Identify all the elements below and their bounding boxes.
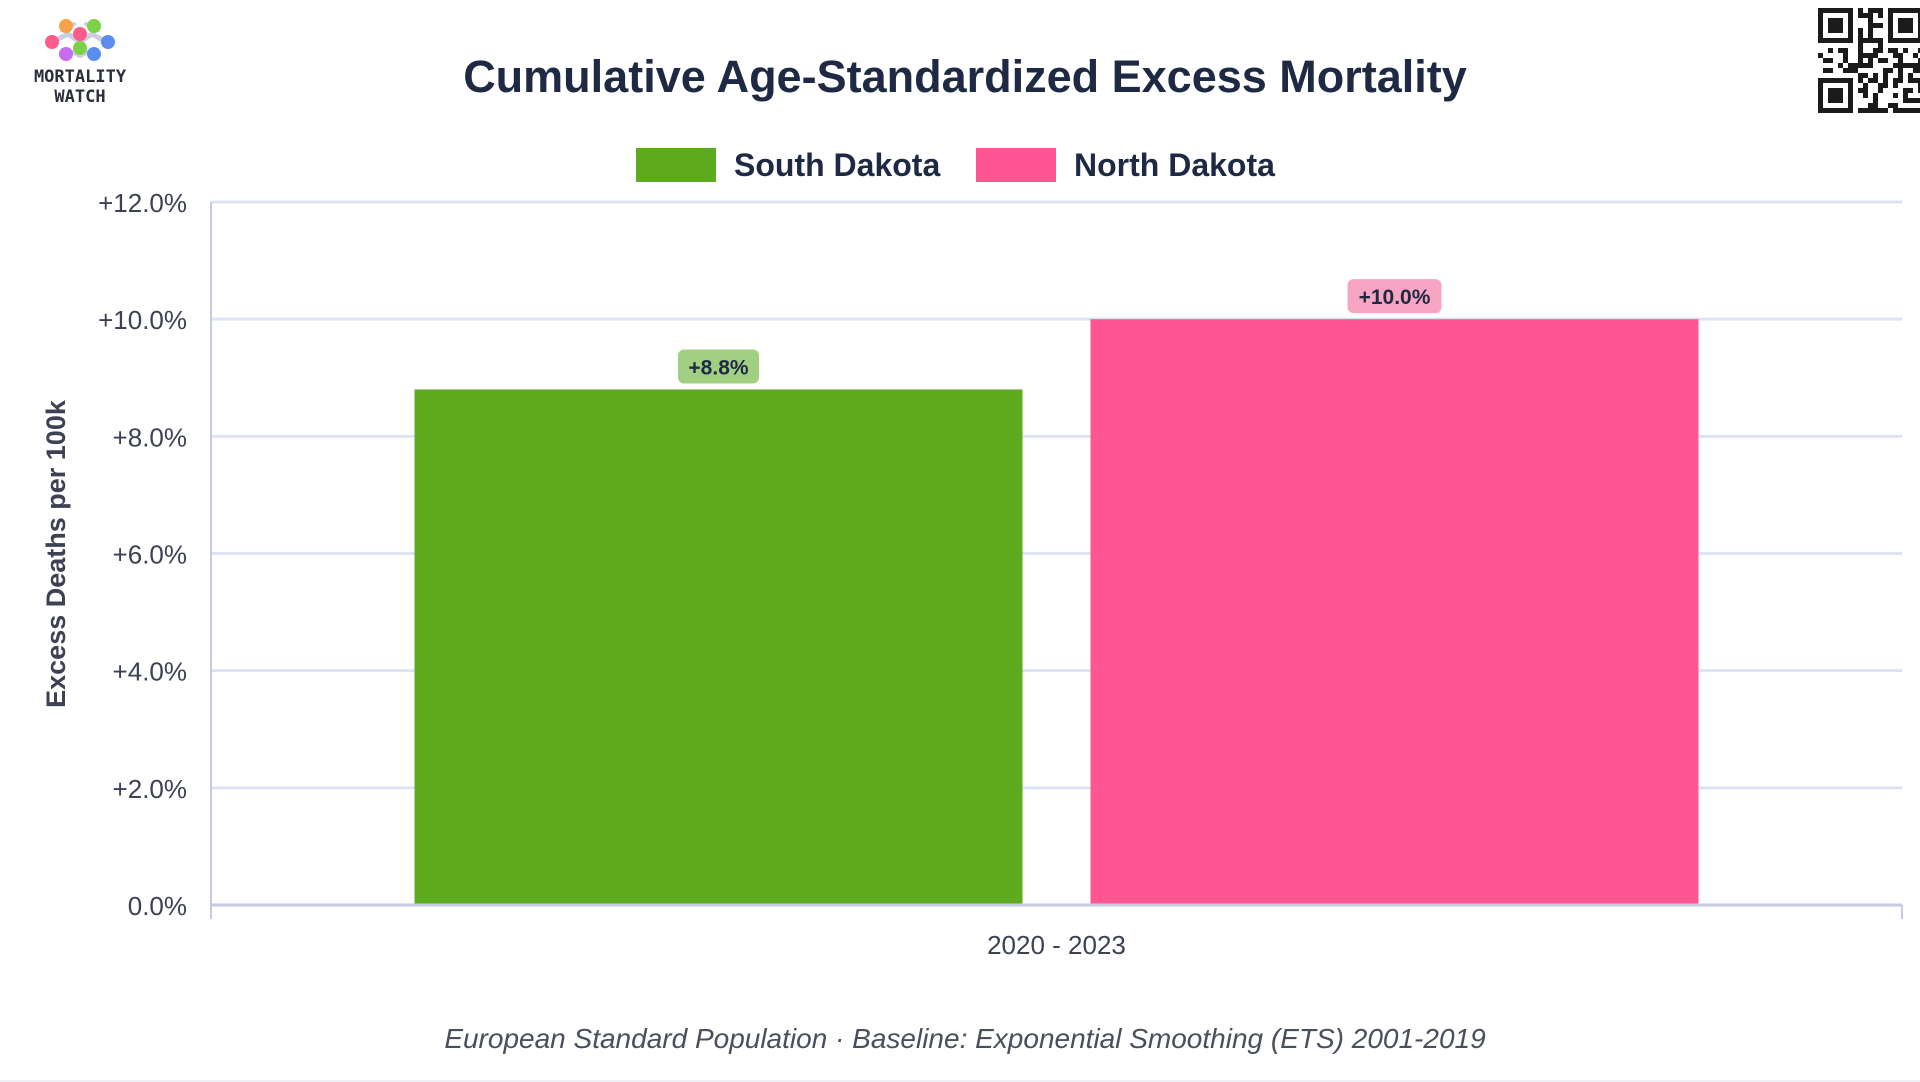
qr-code-icon — [1818, 8, 1920, 113]
legend-item-south-dakota[interactable]: South Dakota — [636, 147, 940, 183]
y-tick-label: +8.0% — [113, 422, 187, 452]
legend: South Dakota North Dakota — [636, 147, 1275, 183]
data-label-bg-north-dakota — [1347, 279, 1442, 314]
y-axis-title: Excess Deaths per 100k — [41, 399, 71, 708]
y-tick-label: 0.0% — [128, 891, 187, 921]
bar-north-dakota[interactable] — [1090, 319, 1699, 906]
legend-item-north-dakota[interactable]: North Dakota — [976, 147, 1275, 183]
logo-line1: MORTALITY — [34, 67, 127, 87]
logo-mark-icon — [45, 19, 115, 61]
data-label-north-dakota: +10.0% — [1359, 286, 1431, 309]
legend-label-south-dakota: South Dakota — [734, 147, 940, 183]
legend-swatch-north-dakota — [976, 148, 1056, 182]
legend-swatch-south-dakota — [636, 148, 716, 182]
footnote: European Standard Population · Baseline:… — [444, 1023, 1485, 1054]
bars — [414, 319, 1699, 906]
data-labels: +8.8% +10.0% — [678, 279, 1442, 384]
y-tick-labels: 0.0% +2.0% +4.0% +6.0% +8.0% +10.0% +12.0% — [98, 188, 187, 921]
data-label-bg-south-dakota — [678, 349, 759, 384]
y-tick-label: +12.0% — [98, 188, 187, 218]
logo-line2: WATCH — [54, 87, 105, 107]
bar-south-dakota[interactable] — [414, 389, 1023, 905]
y-tick-label: +10.0% — [98, 305, 187, 335]
x-tick-label: 2020 - 2023 — [987, 930, 1126, 960]
x-tick-labels: 2020 - 2023 — [987, 930, 1126, 960]
y-tick-label: +6.0% — [113, 540, 187, 570]
y-tick-label: +4.0% — [113, 657, 187, 687]
axes — [210, 202, 1903, 919]
chart-title: Cumulative Age-Standardized Excess Morta… — [463, 51, 1467, 102]
legend-label-north-dakota: North Dakota — [1074, 147, 1275, 183]
mortality-watch-logo: MORTALITY WATCH — [34, 19, 127, 107]
y-tick-label: +2.0% — [113, 774, 187, 804]
data-label-south-dakota: +8.8% — [688, 356, 748, 379]
bottom-divider — [0, 1080, 1920, 1082]
